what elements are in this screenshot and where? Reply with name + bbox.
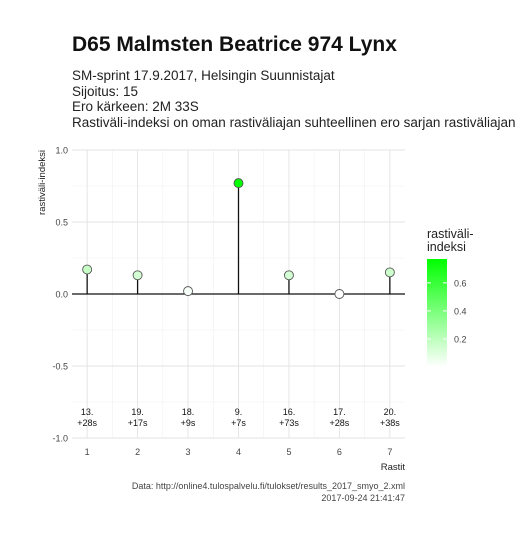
data-point [82,264,93,275]
y-tick-label: 0.0 [55,290,68,300]
y-tick-label: 1.0 [55,146,68,156]
point-label-loss: +17s [128,418,148,428]
x-tick-label: 1 [85,447,90,457]
point-label-rank: 18. [182,407,195,417]
x-tick-label: 7 [387,447,392,457]
point-label-rank: 20. [384,407,397,417]
subtitle-description: Rastiväli-indeksi on oman rastiväliajan … [72,114,517,130]
legend-title-line-2: indeksi [427,240,466,254]
y-tick-label: -1.0 [52,434,68,444]
data-point [233,178,244,189]
point-label-rank: 17. [333,407,346,417]
point-label-loss: +73s [279,418,299,428]
point-label-loss: +28s [330,418,350,428]
point-label-rank: 16. [283,407,296,417]
y-tick-label: 0.5 [55,218,68,228]
chart-subtitle: SM-sprint 17.9.2017, Helsingin Suunnista… [72,68,517,130]
legend-title: rastiväli- indeksi [427,228,474,254]
point-label-loss: +38s [380,418,400,428]
data-point [132,270,143,281]
point-label-loss: +28s [77,418,97,428]
x-tick-label: 3 [186,447,191,457]
data-point [183,286,193,297]
legend-title-line-1: rastiväli- [427,227,474,241]
subtitle-placement: Sijoitus: 15 [72,83,139,99]
chart-caption: Data: http://online4.tulospalvelu.fi/tul… [132,480,405,504]
point-label-loss: +7s [231,418,246,428]
legend-tick-label: 0.4 [454,306,467,316]
point-label-loss: +9s [181,418,196,428]
caption-timestamp: 2017-09-24 21:41:47 [321,493,405,503]
data-point [384,267,395,278]
legend-tick-label: 0.6 [454,278,467,288]
point-label-rank: 19. [131,407,144,417]
x-tick-label: 6 [337,447,342,457]
data-point [284,270,294,281]
subtitle-gap: Ero kärkeen: 2M 33S [72,99,199,114]
x-tick-label: 2 [135,447,140,457]
x-tick-label: 5 [286,447,291,457]
subtitle-event: SM-sprint 17.9.2017, Helsingin Suunnista… [72,68,335,83]
legend-tick-label: 0.2 [454,334,467,344]
point-label-rank: 13. [81,407,94,417]
chart-title: D65 Malmsten Beatrice 974 Lynx [72,33,397,56]
data-point [334,289,345,299]
caption-source: Data: http://online4.tulospalvelu.fi/tul… [131,481,405,491]
legend-colorbar [427,259,447,367]
y-axis-label: rastiväli-indeksi [37,150,48,215]
point-label-rank: 9. [235,407,243,417]
x-tick-label: 4 [236,447,241,457]
y-tick-label: -0.5 [52,362,68,372]
x-axis-label: Rastit [381,462,406,473]
